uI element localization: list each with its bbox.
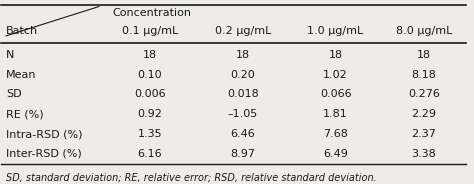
Text: 6.16: 6.16	[137, 149, 162, 159]
Text: Batch: Batch	[6, 26, 38, 36]
Text: SD: SD	[6, 89, 22, 99]
Text: SD, standard deviation; RE, relative error; RSD, relative standard deviation.: SD, standard deviation; RE, relative err…	[6, 172, 377, 182]
Text: 1.0 μg/mL: 1.0 μg/mL	[308, 26, 364, 36]
Text: 0.20: 0.20	[230, 70, 255, 80]
Text: 8.18: 8.18	[411, 70, 436, 80]
Text: 0.018: 0.018	[227, 89, 259, 99]
Text: 2.37: 2.37	[411, 129, 436, 139]
Text: 18: 18	[143, 50, 157, 60]
Text: 1.35: 1.35	[137, 129, 162, 139]
Text: 6.46: 6.46	[230, 129, 255, 139]
Text: 18: 18	[417, 50, 431, 60]
Text: 18: 18	[328, 50, 343, 60]
Text: 0.066: 0.066	[320, 89, 351, 99]
Text: 0.2 μg/mL: 0.2 μg/mL	[215, 26, 271, 36]
Text: Mean: Mean	[6, 70, 36, 80]
Text: 0.006: 0.006	[134, 89, 166, 99]
Text: 0.276: 0.276	[408, 89, 440, 99]
Text: 2.29: 2.29	[411, 109, 436, 119]
Text: 1.02: 1.02	[323, 70, 348, 80]
Text: Intra-RSD (%): Intra-RSD (%)	[6, 129, 82, 139]
Text: N: N	[6, 50, 14, 60]
Text: 18: 18	[236, 50, 250, 60]
Text: RE (%): RE (%)	[6, 109, 44, 119]
Text: 7.68: 7.68	[323, 129, 348, 139]
Text: Concentration: Concentration	[113, 8, 192, 18]
Text: 1.81: 1.81	[323, 109, 348, 119]
Text: Inter-RSD (%): Inter-RSD (%)	[6, 149, 82, 159]
Text: 0.10: 0.10	[137, 70, 162, 80]
Text: 8.0 μg/mL: 8.0 μg/mL	[396, 26, 452, 36]
Text: 8.97: 8.97	[230, 149, 255, 159]
Text: 0.1 μg/mL: 0.1 μg/mL	[122, 26, 178, 36]
Text: –1.05: –1.05	[228, 109, 258, 119]
Text: 3.38: 3.38	[411, 149, 436, 159]
Text: 0.92: 0.92	[137, 109, 163, 119]
Text: 6.49: 6.49	[323, 149, 348, 159]
